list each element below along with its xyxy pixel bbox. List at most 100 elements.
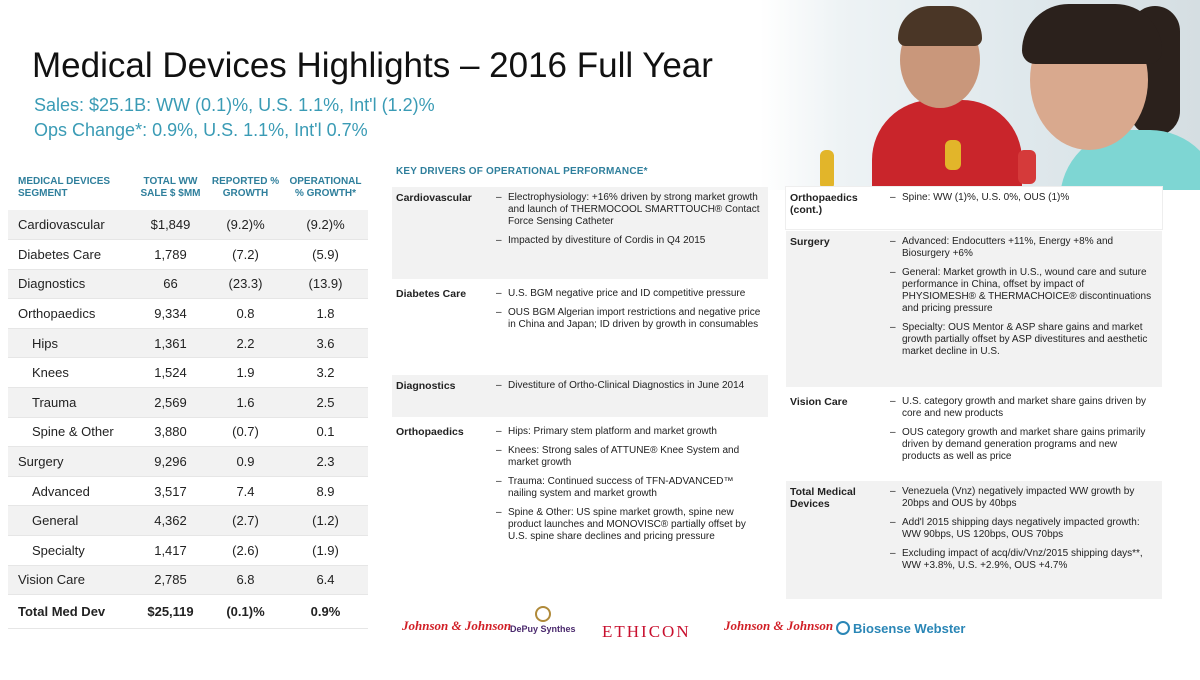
sales-summary: Sales: $25.1B: WW (0.1)%, U.S. 1.1%, Int… [34, 95, 435, 115]
driver-label: Vision Care [790, 396, 848, 408]
person-hair [898, 6, 982, 46]
reported-growth: (9.2)% [208, 210, 283, 241]
operational-growth: (13.9) [283, 269, 368, 300]
driver-vision-care: Vision Care U.S. category growth and mar… [786, 391, 1162, 475]
biosense-webster-emblem-icon [836, 621, 850, 635]
segment-name: Trauma [8, 387, 133, 418]
driver-bullet: Spine: WW (1)%, U.S. 0%, OUS (1)% [890, 192, 1156, 204]
table-row: Advanced 3,517 7.4 8.9 [8, 476, 368, 507]
total-ww-sales: 66 [133, 269, 208, 300]
total-sales: $25,119 [133, 594, 208, 630]
driver-label: Orthopaedics (cont.) [790, 192, 858, 216]
total-ww-sales: 4,362 [133, 505, 208, 537]
table-row: Trauma 2,569 1.6 2.5 [8, 387, 368, 418]
person-hair [1022, 4, 1162, 64]
total-ww-sales: 1,361 [133, 328, 208, 359]
driver-label: Diabetes Care [396, 288, 467, 300]
driver-label: Orthopaedics [396, 426, 464, 438]
operational-growth: 2.5 [283, 387, 368, 418]
total-reported-growth: (0.1)% [208, 594, 283, 630]
reported-growth: 2.2 [208, 328, 283, 359]
biosense-webster-label: Biosense Webster [853, 621, 966, 636]
driver-bullet: Specialty: OUS Mentor & ASP share gains … [890, 322, 1156, 358]
segment-name: Diagnostics [8, 269, 133, 300]
reported-growth: (0.7) [208, 417, 283, 448]
dumbbell-icon [1018, 150, 1036, 184]
operational-growth: (1.9) [283, 535, 368, 566]
driver-diagnostics: Diagnostics Divestiture of Ortho-Clinica… [392, 375, 768, 417]
segment-name: Advanced [8, 476, 133, 507]
driver-bullet: General: Market growth in U.S., wound ca… [890, 267, 1156, 315]
driver-bullet: Trauma: Continued success of TFN-ADVANCE… [496, 476, 762, 500]
driver-label: Diagnostics [396, 380, 456, 392]
biosense-webster-logo: Biosense Webster [836, 621, 965, 636]
driver-bullet: Electrophysiology: +16% driven by strong… [496, 192, 762, 228]
segment-name: Surgery [8, 446, 133, 477]
table-row: Cardiovascular $1,849 (9.2)% (9.2)% [8, 210, 368, 241]
driver-cardiovascular: Cardiovascular Electrophysiology: +16% d… [392, 187, 768, 279]
driver-bullet: OUS BGM Algerian import restrictions and… [496, 307, 762, 331]
operational-growth: 3.2 [283, 357, 368, 389]
reported-growth: 0.9 [208, 446, 283, 477]
segment-name: Spine & Other [8, 417, 133, 448]
segment-name: Orthopaedics [8, 298, 133, 329]
depuy-synthes-logo: DePuy Synthes [510, 606, 576, 634]
total-ww-sales: 2,569 [133, 387, 208, 418]
ethicon-logo: ETHICON [602, 622, 691, 641]
driver-bullet: Impacted by divestiture of Cordis in Q4 … [496, 235, 762, 247]
key-drivers-heading: KEY DRIVERS OF OPERATIONAL PERFORMANCE* [396, 166, 648, 177]
driver-label: Cardiovascular [396, 192, 472, 204]
reported-growth: (2.7) [208, 505, 283, 537]
driver-bullet: Knees: Strong sales of ATTUNE® Knee Syst… [496, 445, 762, 469]
table-row: General 4,362 (2.7) (1.2) [8, 505, 368, 537]
reported-growth: 7.4 [208, 476, 283, 507]
reported-growth: 6.8 [208, 565, 283, 596]
total-ww-sales: 3,517 [133, 476, 208, 507]
reported-growth: 1.9 [208, 357, 283, 389]
table-row: Diabetes Care 1,789 (7.2) (5.9) [8, 239, 368, 270]
total-ww-sales: 1,417 [133, 535, 208, 566]
driver-bullet: Hips: Primary stem platform and market g… [496, 426, 762, 438]
slide-title: Medical Devices Highlights – 2016 Full Y… [32, 46, 713, 85]
total-ww-sales: 3,880 [133, 417, 208, 448]
driver-orthopaedics: Orthopaedics Hips: Primary stem platform… [392, 421, 768, 593]
driver-diabetes-care: Diabetes Care U.S. BGM negative price an… [392, 283, 768, 371]
reported-growth: 0.8 [208, 298, 283, 329]
header-operational-growth: OPERATIONAL % GROWTH* [289, 176, 362, 199]
segment-name: General [8, 505, 133, 537]
dumbbell-icon [945, 140, 961, 170]
operational-growth: (5.9) [283, 239, 368, 270]
operational-growth: (1.2) [283, 505, 368, 537]
driver-total-medical-devices: Total Medical Devices Venezuela (Vnz) ne… [786, 481, 1162, 599]
table-row: Knees 1,524 1.9 3.2 [8, 357, 368, 389]
reported-growth: 1.6 [208, 387, 283, 418]
table-row: Vision Care 2,785 6.8 6.4 [8, 565, 368, 596]
total-ww-sales: 9,296 [133, 446, 208, 477]
depuy-synthes-emblem-icon [534, 606, 551, 622]
operational-growth: 0.1 [283, 417, 368, 448]
driver-label: Surgery [790, 236, 830, 248]
table-row: Surgery 9,296 0.9 2.3 [8, 446, 368, 477]
table-row: Diagnostics 66 (23.3) (13.9) [8, 269, 368, 300]
segment-table: MEDICAL DEVICES SEGMENT TOTAL WW SALE $ … [8, 170, 368, 630]
reported-growth: (2.6) [208, 535, 283, 566]
total-ww-sales: 1,789 [133, 239, 208, 270]
driver-orthopaedics-cont: Orthopaedics (cont.) Spine: WW (1)%, U.S… [786, 187, 1162, 229]
total-ww-sales: 2,785 [133, 565, 208, 596]
segment-name: Diabetes Care [8, 239, 133, 270]
header-segment: MEDICAL DEVICES SEGMENT [18, 176, 111, 199]
total-ww-sales: 1,524 [133, 357, 208, 389]
header-reported-growth: REPORTED % GROWTH [211, 176, 280, 199]
depuy-synthes-label: DePuy Synthes [510, 624, 576, 634]
operational-growth: 2.3 [283, 446, 368, 477]
driver-bullet: Excluding impact of acq/div/Vnz/2015 shi… [890, 548, 1156, 572]
driver-bullet: OUS category growth and market share gai… [890, 427, 1156, 463]
operational-growth: (9.2)% [283, 210, 368, 241]
driver-bullet: Advanced: Endocutters +11%, Energy +8% a… [890, 236, 1156, 260]
driver-bullet: U.S. BGM negative price and ID competiti… [496, 288, 762, 300]
header-total-ww-sales: TOTAL WW SALE $ $MM [140, 176, 201, 199]
table-row: Specialty 1,417 (2.6) (1.9) [8, 535, 368, 566]
segment-name: Knees [8, 357, 133, 389]
operational-growth: 3.6 [283, 328, 368, 359]
operational-growth: 6.4 [283, 565, 368, 596]
